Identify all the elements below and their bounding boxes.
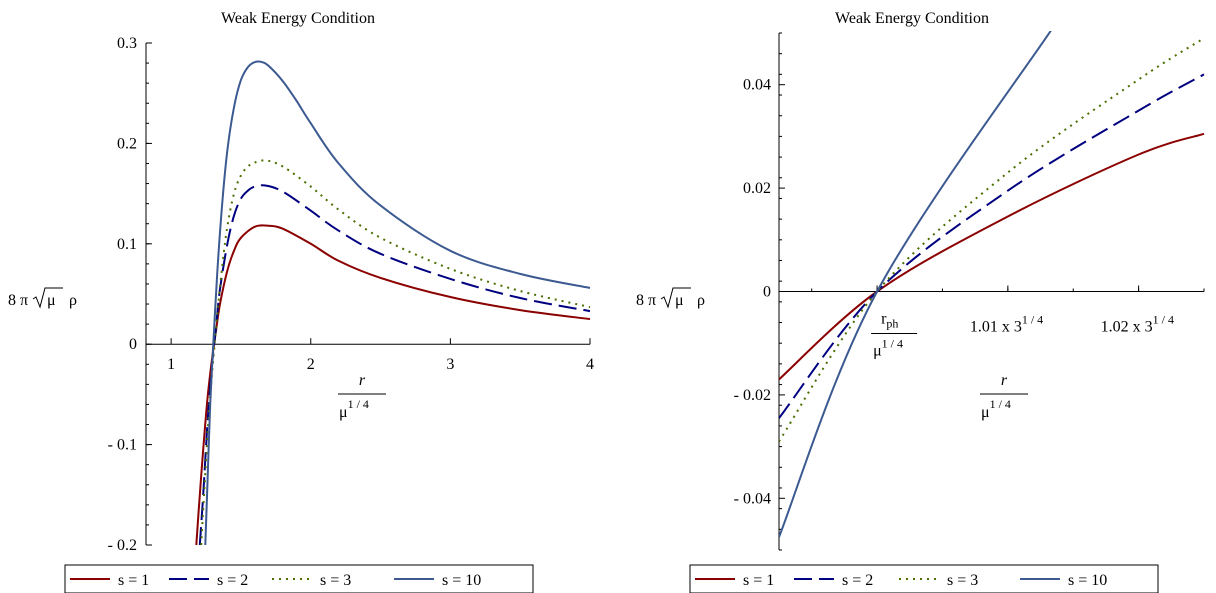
x-label-den: μ1 / 4 [339,397,369,421]
y-tick-label: - 0.1 [108,437,137,454]
x-tick-label: 3 [446,356,454,373]
y-label-text: 8 π [636,292,656,309]
legend-label: s = 2 [842,572,873,589]
x-tick-label: 4 [586,356,594,373]
right-chart: Weak Energy Condition 0.04 0.02 0 - 0.02 - 0.… [636,10,1205,593]
legend-box [64,564,534,593]
y-tick-label: 0.04 [743,77,771,94]
x-tick-label-den: μ1 / 4 [873,337,903,360]
radical-sign [660,287,691,309]
y-label-radicand: μ [675,292,684,309]
y-tick-label: - 0.02 [734,387,771,404]
legend: s = 1 s = 2 s = 3 s = 10 [689,564,1159,593]
series-line-s3 [779,37,1205,442]
x-axis-label: r μ1 / 4 [980,372,1028,421]
y-tick-label: 0.02 [743,180,771,197]
x-tick-label: rph [881,311,898,331]
legend-box [689,564,1159,593]
legend-label: s = 3 [320,572,351,589]
legend-label: s = 10 [1068,572,1107,589]
series-line-s1 [779,132,1205,381]
x-label-den: μ1 / 4 [981,397,1011,421]
series-line-s1 [195,224,591,546]
legend-label: s = 1 [118,572,149,589]
x-axis-label: r μ1 / 4 [338,372,386,421]
series-line-s10 [779,31,1052,538]
chart-title: Weak Energy Condition [835,10,989,27]
y-tick-label: 0 [763,284,771,301]
y-label-rho: ρ [697,292,705,309]
series-line-s10 [204,60,591,546]
chart-title: Weak Energy Condition [221,10,375,27]
legend-label: s = 1 [743,572,774,589]
legend-label: s = 3 [947,572,978,589]
x-tick-label: 1.01 x 31 / 4 [970,313,1043,336]
x-label-num: r [1001,372,1008,389]
series-line-s2 [198,184,591,546]
y-label-rho: ρ [69,292,77,309]
y-tick-label: 0.3 [117,35,137,52]
legend-label: s = 2 [217,572,248,589]
y-label-radicand: μ [47,292,56,309]
y-tick-label: 0.1 [117,236,137,253]
left-chart: Weak Energy Condition 0.3 0.2 0.1 0 - 0.1 - 0.… [8,10,594,593]
y-tick-label: - 0.04 [734,490,771,507]
y-tick-label: 0 [129,336,137,353]
legend-label: s = 10 [442,572,481,589]
y-tick-label: 0.2 [117,135,137,152]
x-tick-label: 1.02 x 31 / 4 [1101,313,1174,336]
y-tick-label: - 0.2 [108,537,137,554]
x-tick-label: 1 [167,356,175,373]
legend: s = 1 s = 2 s = 3 s = 10 [64,564,534,593]
x-tick-label: 2 [307,356,315,373]
series-line-s2 [779,73,1205,419]
radical-sign [32,287,63,309]
y-label-text: 8 π [8,292,28,309]
x-label-num: r [359,372,366,389]
